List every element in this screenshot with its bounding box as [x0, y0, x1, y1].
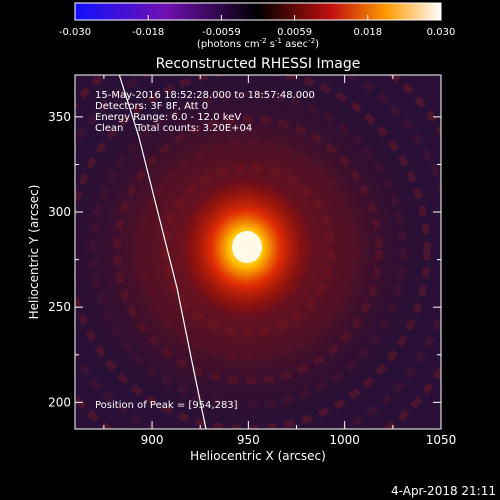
colorbar-unit: (photons cm-2 s-1 asec-2) [197, 37, 319, 50]
axis-ticks: 900 950 1000 1050 200 250 300 350 [48, 75, 456, 447]
x-tick-label: 900 [141, 433, 164, 447]
colorbar-tick-label: -0.018 [132, 27, 164, 38]
annotation-time: 15-May-2016 18:52:28.000 to 18:57:48.000 [95, 90, 315, 101]
y-tick-label: 350 [48, 110, 71, 124]
annotation-detectors: Detectors: 3F 8F, Att 0 [95, 101, 208, 112]
plot-frame [74, 74, 442, 430]
colorbar-tick-label: 0.018 [353, 27, 382, 38]
y-tick-label: 200 [48, 395, 71, 409]
annotation-energy: Energy Range: 6.0 - 12.0 keV [95, 112, 241, 123]
x-tick-label: 1050 [426, 433, 457, 447]
heatmap-image [75, 75, 441, 429]
peak-position-label: Position of Peak = [954,283] [95, 400, 238, 411]
x-tick-label: 950 [237, 433, 260, 447]
y-axis-label: Heliocentric Y (arcsec) [27, 185, 41, 320]
x-tick-label: 1000 [329, 433, 360, 447]
annotation-clean: Clean Total counts: 3.20E+04 [95, 123, 252, 134]
colorbar-tick-label: -0.0059 [202, 27, 241, 38]
colorbar-tick-label: 0.030 [427, 27, 456, 38]
x-axis-label: Heliocentric X (arcsec) [190, 449, 326, 463]
y-tick-label: 250 [48, 300, 71, 314]
colorbar-tick-label: -0.030 [59, 27, 91, 38]
y-tick-label: 300 [48, 205, 71, 219]
colorbar [74, 2, 442, 21]
colorbar-tick-label: 0.0059 [277, 27, 312, 38]
chart-title: Reconstructed RHESSI Image [156, 56, 361, 72]
solar-limb [118, 75, 207, 429]
colorbar-ticks: -0.030 -0.018 -0.0059 0.0059 0.018 0.030 [59, 15, 455, 38]
timestamp: 4-Apr-2018 21:11 [391, 484, 496, 498]
